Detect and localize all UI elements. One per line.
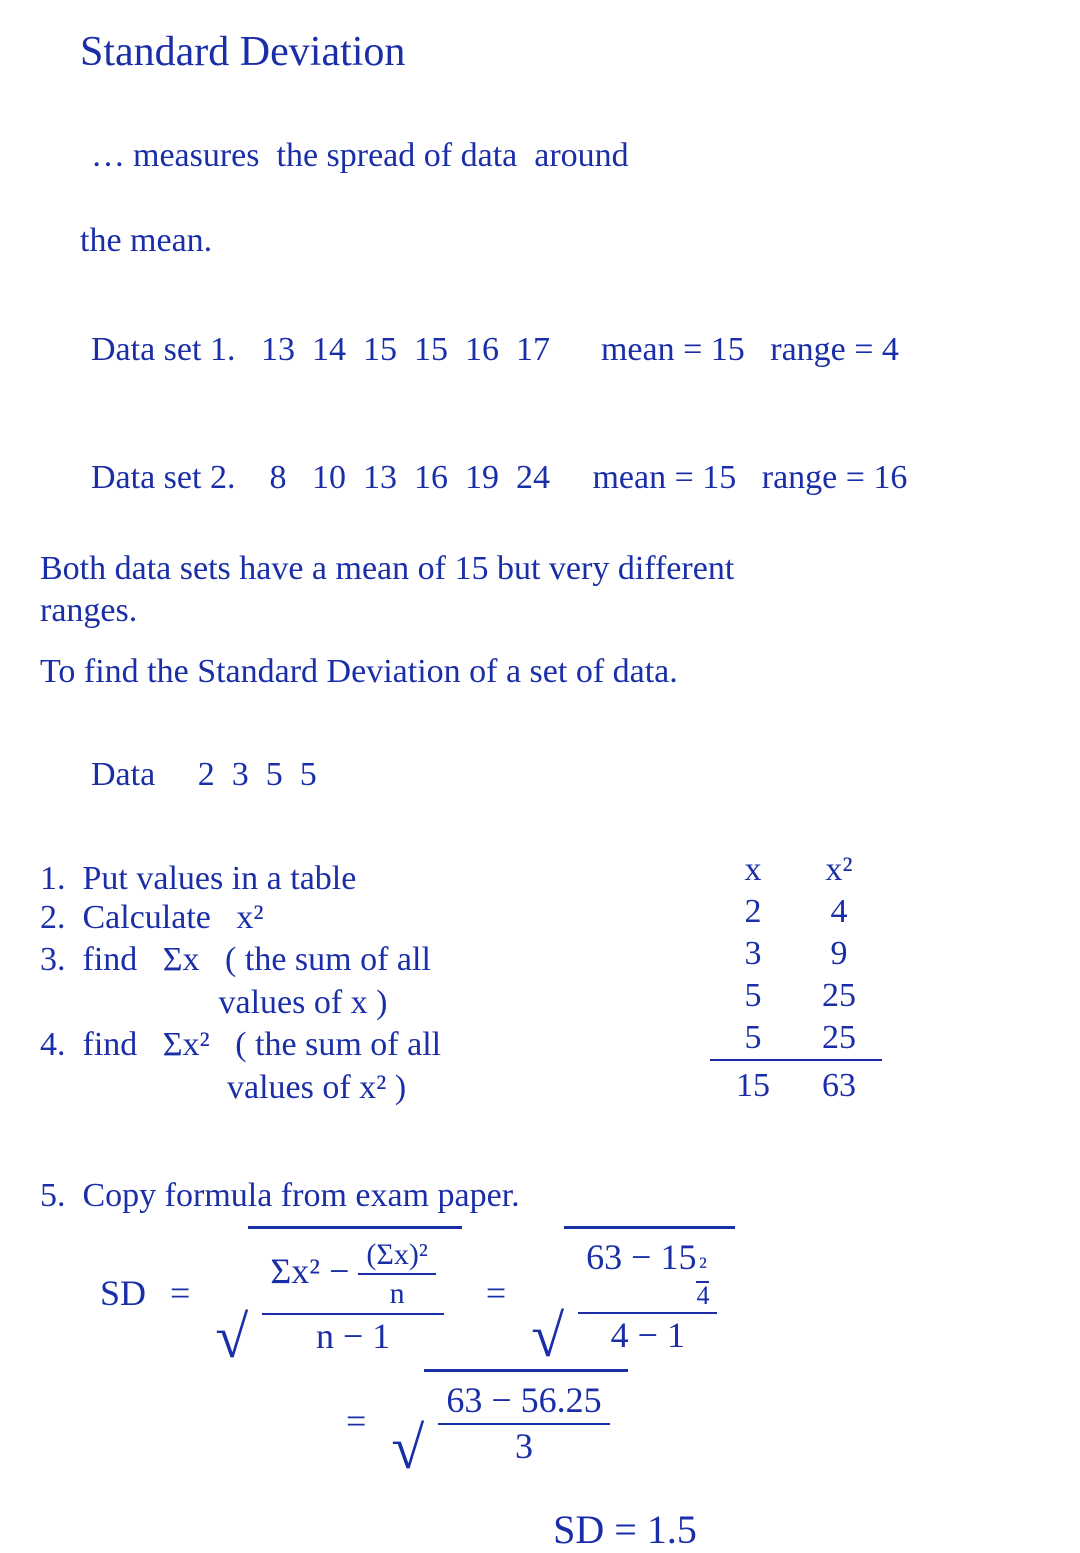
- radical-sign-icon: √: [530, 1226, 564, 1360]
- cell-x: 5: [710, 1017, 796, 1060]
- fraction-bar: [262, 1313, 444, 1315]
- sqrt-plugged: √ 63 − 15²4 4 − 1: [530, 1226, 735, 1360]
- x-xsq-table: x x² 2 4 3 9 5 25: [710, 849, 882, 1107]
- radicand: Σx² − (Σx)² n n − 1: [248, 1226, 462, 1362]
- simpl-num: 63 − 56.25: [438, 1382, 609, 1420]
- final-answer: SD = 1.5: [200, 1506, 1050, 1553]
- sd-lhs: SD: [100, 1272, 146, 1314]
- sqrt-simplified: √ 63 − 56.25 3: [390, 1369, 627, 1472]
- table-row: 5 25: [710, 975, 882, 1017]
- sumsq-term: Σx² −: [270, 1250, 349, 1290]
- sd-formula-simplified: = √ 63 − 56.25 3: [340, 1369, 1050, 1472]
- dataset-2-values: 8 10 13 16 19 24: [269, 459, 550, 496]
- plugged-denominator: 4 − 1: [603, 1317, 693, 1355]
- outer-fraction: 63 − 56.25 3: [438, 1382, 609, 1466]
- step-5: 5. Copy formula from exam paper.: [40, 1175, 1050, 1218]
- cell-xsq: 4: [796, 891, 882, 933]
- dataset-2-stats: mean = 15 range = 16: [592, 459, 907, 496]
- radical-sign-icon: √: [214, 1226, 248, 1362]
- outer-fraction: Σx² − (Σx)² n n − 1: [262, 1239, 444, 1356]
- outer-denominator: n − 1: [308, 1318, 398, 1356]
- sum-x: 15: [710, 1060, 796, 1107]
- sqrt-symbolic: √ Σx² − (Σx)² n n − 1: [214, 1226, 462, 1362]
- inner-num: (Σx)²: [358, 1239, 435, 1271]
- dataset-1-line: Data set 1. 13 14 15 15 16 17 mean = 15 …: [40, 287, 1050, 415]
- table-row: 2 4: [710, 891, 882, 933]
- table-row: 5 25: [710, 1017, 882, 1060]
- equals-sign: =: [340, 1400, 372, 1442]
- dataset-note-2: ranges.: [40, 590, 1050, 633]
- radicand: 63 − 15²4 4 − 1: [564, 1226, 735, 1360]
- dataset-1-stats: mean = 15 range = 4: [601, 331, 899, 368]
- ellipsis: …: [91, 137, 125, 174]
- page-title: Standard Deviation: [80, 26, 1050, 79]
- dataset-1-values: 13 14 15 15 16 17: [261, 331, 550, 368]
- table-sum-row: 15 63: [710, 1060, 882, 1107]
- handwritten-notes-page: Standard Deviation …measures the spread …: [0, 0, 1080, 1527]
- step-4a: 4. find Σx² ( the sum of all: [40, 1024, 680, 1067]
- col-header-xsq: x²: [796, 849, 882, 891]
- dataset-note-1: Both data sets have a mean of 15 but ver…: [40, 548, 1050, 591]
- radical-sign-icon: √: [390, 1369, 424, 1472]
- cell-xsq: 25: [796, 1017, 882, 1060]
- simpl-den: 3: [507, 1428, 541, 1466]
- cell-xsq: 9: [796, 933, 882, 975]
- fifteen-sq-over-4: ²4: [696, 1255, 709, 1308]
- plugged-numerator: 63 − 15²4: [578, 1239, 717, 1308]
- sum-xsq: 63: [796, 1060, 882, 1107]
- dataset-2-label: Data set 2.: [91, 459, 235, 496]
- intro-text-1: measures the spread of data around: [133, 137, 629, 174]
- outer-numerator: Σx² − (Σx)² n: [262, 1239, 444, 1310]
- cell-xsq: 25: [796, 975, 882, 1017]
- step-2: 2. Calculate x²: [40, 897, 680, 940]
- cell-x: 5: [710, 975, 796, 1017]
- inner-fraction: (Σx)² n: [358, 1239, 435, 1310]
- fraction-bar: [438, 1423, 609, 1425]
- sd-formula-symbolic: SD = √ Σx² − (Σx)² n: [100, 1226, 1050, 1362]
- equals-sign: =: [480, 1272, 512, 1314]
- example-data-line: Data 2 3 5 5: [40, 711, 1050, 839]
- cell-x: 2: [710, 891, 796, 933]
- table-row: 3 9: [710, 933, 882, 975]
- inner-den: n: [382, 1278, 413, 1310]
- over-n-val: 4: [696, 1284, 709, 1309]
- table-area: x x² 2 4 3 9 5 25: [680, 849, 1050, 1107]
- step-1: 1. Put values in a table: [40, 858, 680, 901]
- radicand: 63 − 56.25 3: [424, 1369, 627, 1472]
- sq-sup: ²: [699, 1255, 707, 1280]
- col-header-x: x: [710, 849, 796, 891]
- step-3a: 3. find Σx ( the sum of all: [40, 939, 680, 982]
- fraction-bar: [578, 1312, 717, 1314]
- intro-line-1: …measures the spread of data around: [40, 93, 1050, 221]
- step-4b: values of x² ): [40, 1067, 680, 1110]
- table-header-row: x x²: [710, 849, 882, 891]
- data-label: Data: [91, 756, 155, 793]
- fraction-bar: [358, 1273, 435, 1275]
- data-values: 2 3 5 5: [198, 756, 317, 793]
- cell-x: 3: [710, 933, 796, 975]
- outer-fraction: 63 − 15²4 4 − 1: [578, 1239, 717, 1354]
- step-3b: values of x ): [40, 982, 680, 1025]
- dataset-2-line: Data set 2. 8 10 13 16 19 24 mean = 15 r…: [40, 414, 1050, 542]
- plug-sumsq: 63 − 15: [586, 1237, 696, 1277]
- equals-sign: =: [164, 1272, 196, 1314]
- howto-heading: To find the Standard Deviation of a set …: [40, 651, 1050, 694]
- dataset-1-label: Data set 1.: [91, 331, 235, 368]
- intro-line-2: the mean.: [80, 220, 1050, 263]
